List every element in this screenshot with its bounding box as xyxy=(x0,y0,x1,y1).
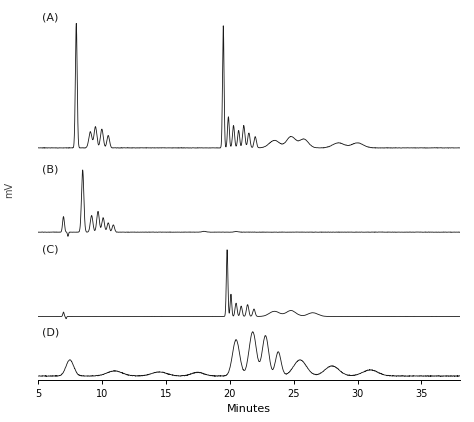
Text: (B): (B) xyxy=(42,165,58,175)
Text: (A): (A) xyxy=(42,13,58,23)
Text: (C): (C) xyxy=(42,244,59,254)
Text: mV: mV xyxy=(4,182,15,198)
X-axis label: Minutes: Minutes xyxy=(227,404,271,414)
Text: (D): (D) xyxy=(42,328,59,338)
